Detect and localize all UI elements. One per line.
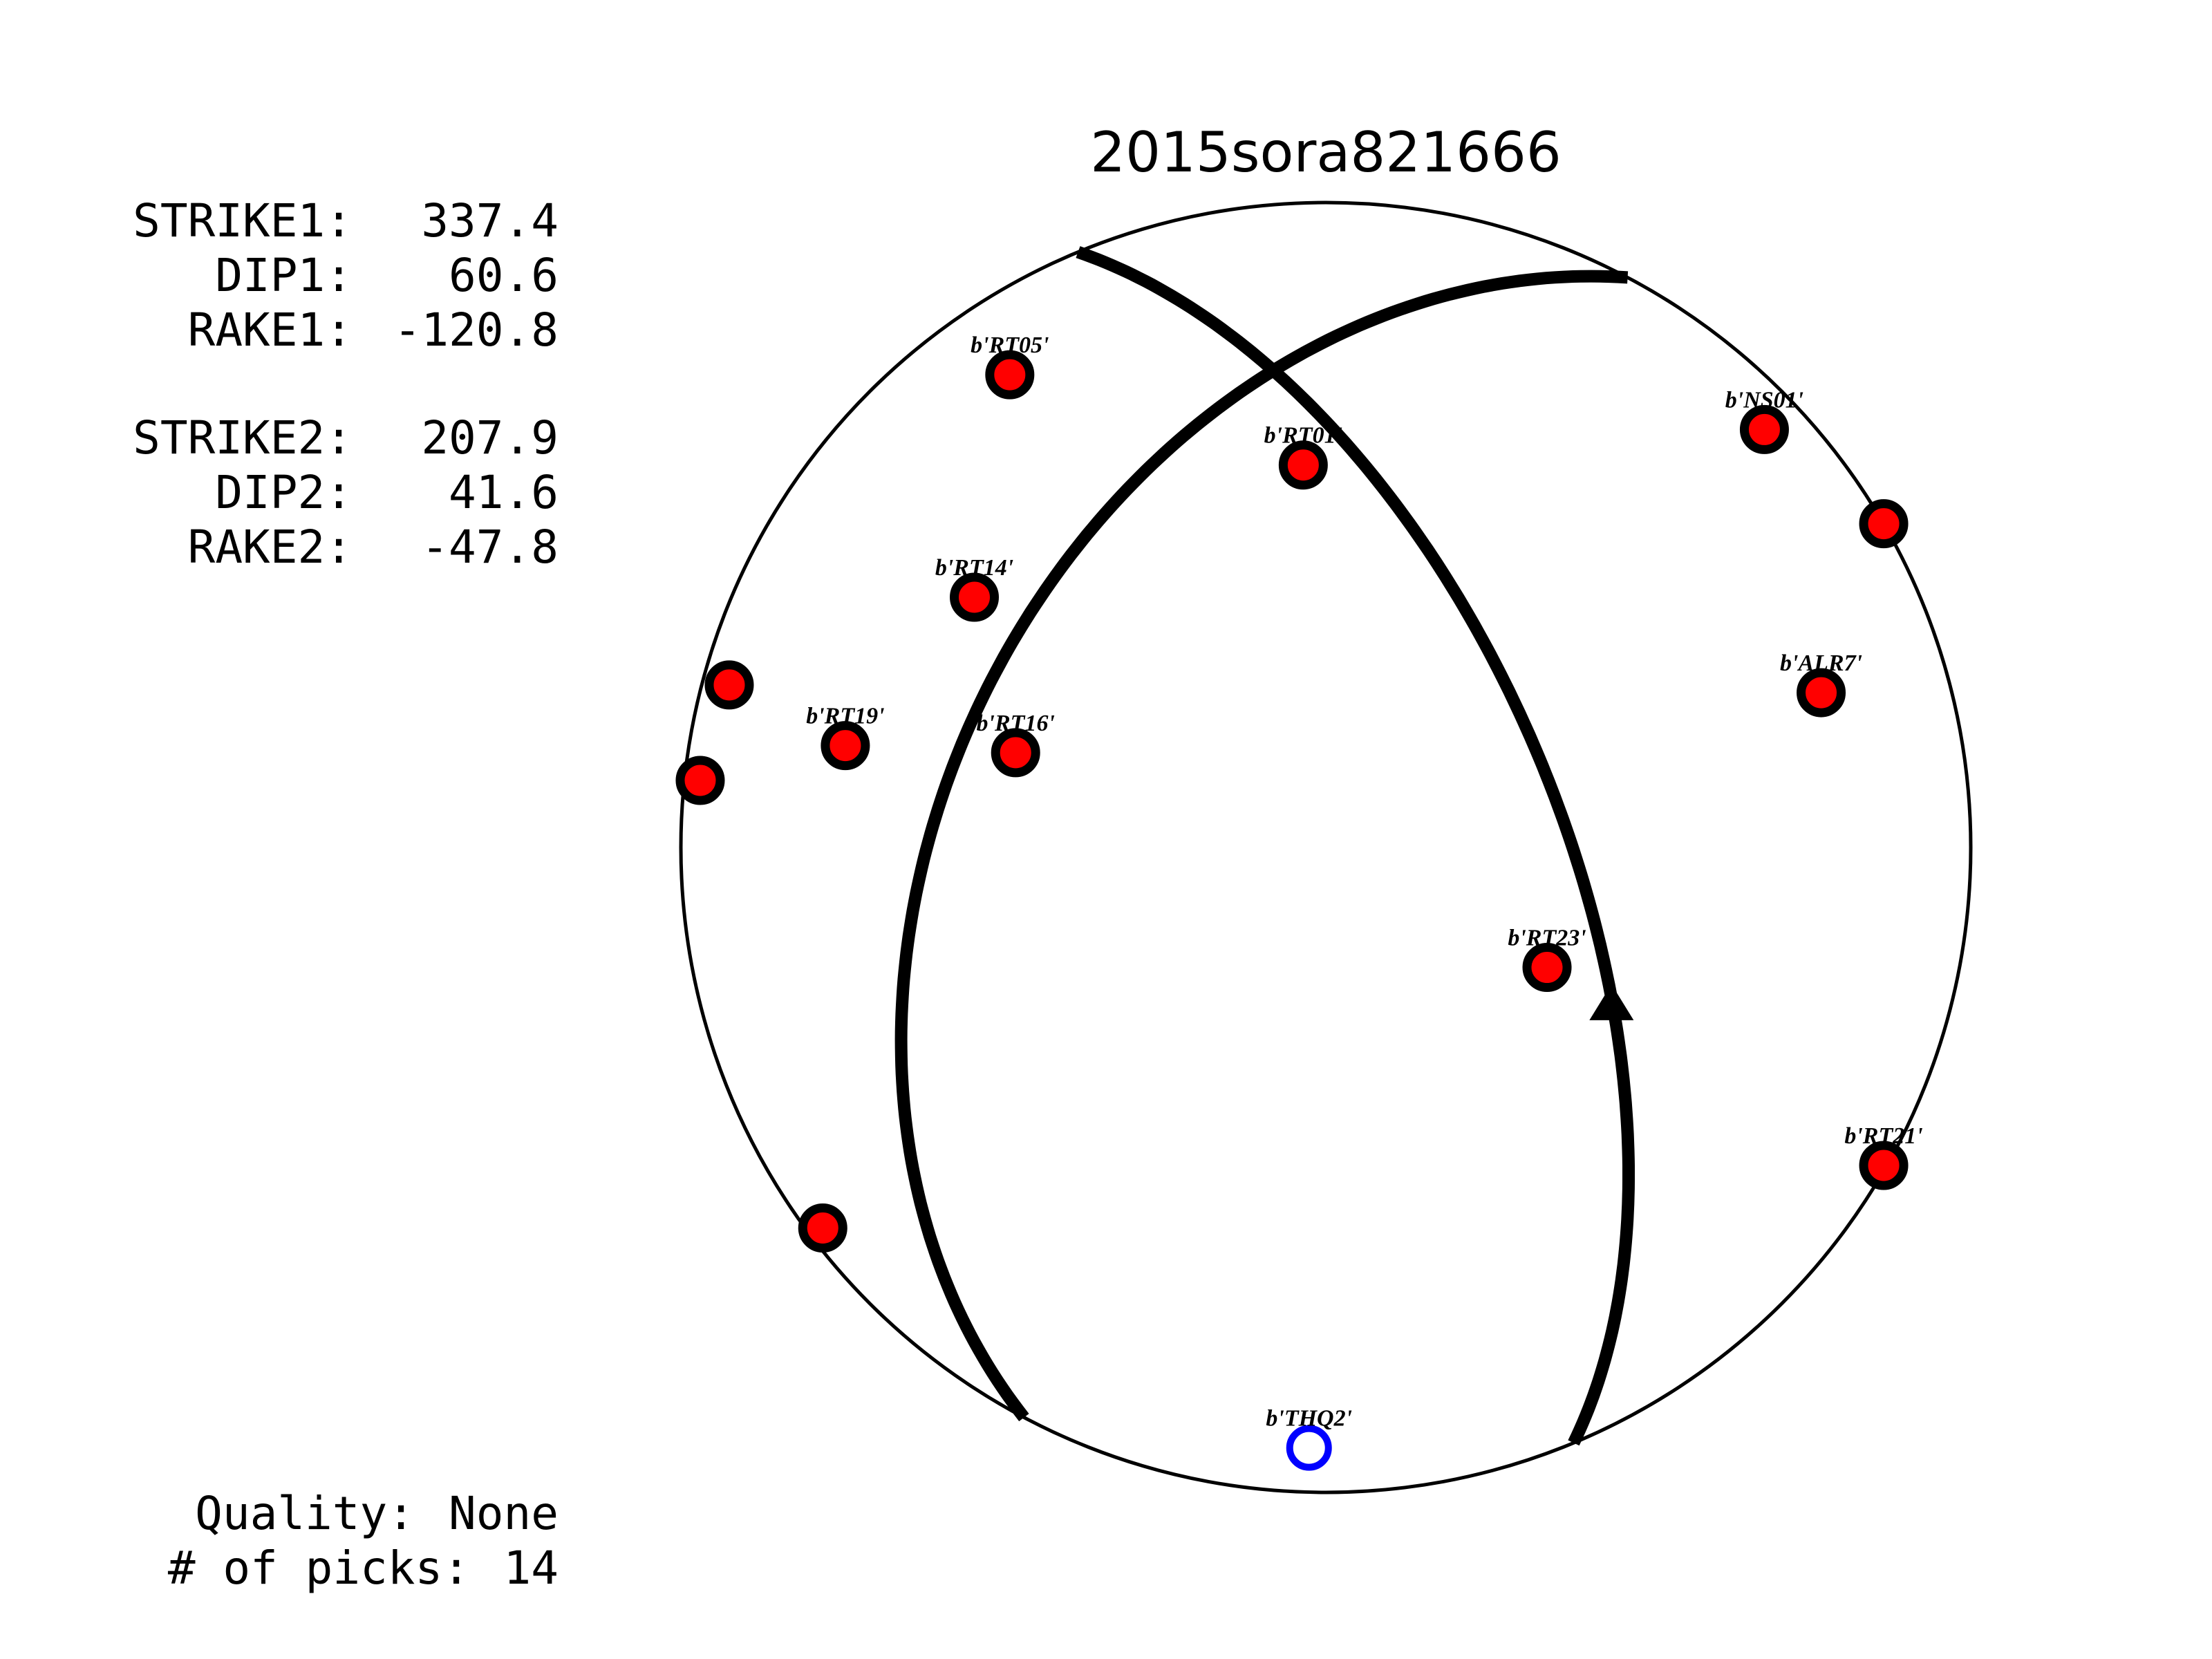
compression-marker [1859, 1141, 1909, 1190]
station-marker: b'RT16' [977, 711, 1055, 778]
strike2-label: STRIKE2: [133, 411, 353, 465]
station-label: b'RT23' [1508, 926, 1586, 951]
station-label: b'RT21' [1844, 1123, 1922, 1149]
dip2-label: DIP2: [215, 466, 353, 519]
station-marker: b'RT19' [806, 704, 885, 771]
parameters-panel: STRIKE1: 337.4 DIP1: 60.6 RAKE1: -120.8 … [133, 194, 559, 1595]
station-label: b'NS01' [1725, 387, 1803, 413]
dilatation-marker [1286, 1425, 1332, 1471]
dip1-label: DIP1: [215, 249, 353, 302]
station-label: b'THQ2' [1266, 1406, 1352, 1432]
dip2-value: 41.6 [449, 466, 559, 519]
nodal-plane-2 [894, 270, 1629, 1422]
station-marker [675, 756, 725, 805]
station-marker: b'RT01' [1264, 423, 1342, 490]
compression-marker [704, 660, 754, 710]
dip1-value: 60.6 [449, 249, 559, 302]
station-label: b'ALR7' [1780, 650, 1862, 676]
station-label: b'RT14' [935, 555, 1013, 581]
station-label: b'RT19' [806, 704, 884, 729]
station-marker: b'RT05' [971, 332, 1049, 400]
station-marker: b'ALR7' [1780, 650, 1862, 718]
station-marker [1859, 499, 1909, 549]
station-label: b'RT16' [977, 711, 1055, 736]
station-marker: b'RT23' [1508, 926, 1586, 993]
compression-marker [1522, 943, 1572, 993]
picks-label: # of picks: [168, 1541, 470, 1595]
triangle-marker [1589, 984, 1634, 1020]
rake1-label: RAKE1: [188, 303, 353, 357]
quality-value: None [449, 1487, 559, 1540]
rake1-value: -120.8 [394, 303, 559, 357]
compression-marker [985, 350, 1035, 400]
compression-marker [821, 721, 870, 771]
compression-marker [1739, 404, 1789, 454]
compression-marker [991, 728, 1040, 778]
focal-sphere-outline [679, 200, 1973, 1494]
chart-title: 2015sora821666 [1090, 120, 1562, 185]
strike1-value: 337.4 [421, 194, 559, 247]
strike2-value: 207.9 [421, 411, 559, 465]
quality-label: Quality: [195, 1487, 415, 1540]
compression-marker [675, 756, 725, 805]
station-label: b'RT01' [1264, 423, 1342, 449]
station-marker: b'RT14' [935, 555, 1013, 622]
nodal-plane-1 [1076, 246, 1635, 1446]
station-marker [704, 660, 754, 710]
compression-marker [1278, 440, 1328, 490]
compression-marker [950, 572, 1000, 622]
station-marker: b'RT21' [1844, 1123, 1923, 1190]
strike1-label: STRIKE1: [133, 194, 353, 247]
station-label: b'RT05' [971, 332, 1049, 358]
compression-marker [1859, 499, 1909, 549]
compression-marker [1797, 668, 1846, 718]
rake2-label: RAKE2: [188, 521, 353, 574]
rake2-value: -47.8 [421, 521, 559, 574]
station-marker: b'THQ2' [1266, 1406, 1352, 1471]
station-marker [798, 1203, 847, 1253]
station-marker: b'NS01' [1725, 387, 1803, 454]
compression-marker [798, 1203, 847, 1253]
picks-value: 14 [504, 1541, 559, 1595]
